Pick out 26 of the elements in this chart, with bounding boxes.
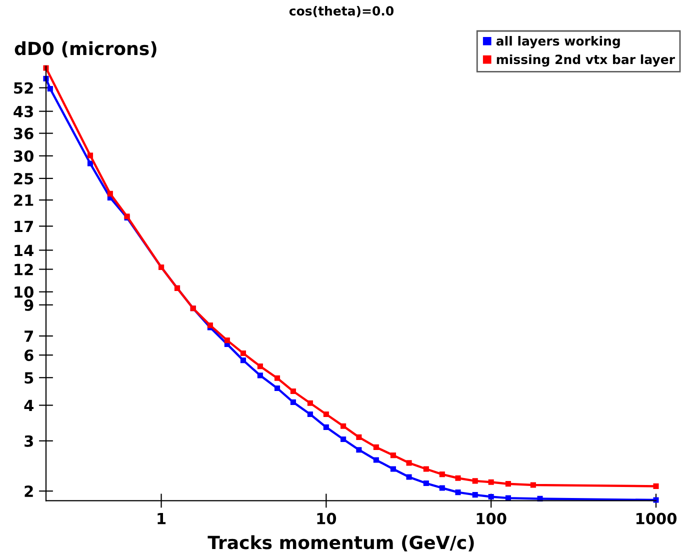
y-tick-label: 5	[24, 372, 34, 384]
x-tick-label: 1000	[636, 512, 677, 524]
x-tick-label: 1	[158, 512, 166, 524]
y-tick-label: 14	[14, 244, 34, 256]
chart-title: cos(theta)=0.0	[289, 6, 394, 18]
y-tick-label: 7	[24, 330, 33, 342]
y-tick-label: 6	[24, 350, 34, 362]
y-tick-label: 12	[14, 264, 33, 276]
x-tick-label: 100	[476, 512, 506, 524]
y-tick-label: 21	[14, 194, 34, 206]
y-tick-label: 2	[24, 486, 33, 497]
y-axis-title: dD0 (microns)	[14, 41, 156, 58]
y-tick-label: 10	[14, 286, 34, 298]
y-tick-label: 52	[14, 82, 33, 94]
y-tick-label: 3	[24, 435, 33, 447]
y-tick-label: 17	[14, 220, 33, 232]
x-axis-title: Tracks momentum (GeV/c)	[208, 535, 474, 552]
x-tick-label: 10	[317, 512, 336, 524]
y-tick-label: 4	[24, 400, 34, 412]
y-tick-label: 30	[14, 150, 34, 162]
y-tick-label: 25	[14, 172, 34, 184]
y-tick-label: 36	[14, 128, 34, 140]
y-tick-label: 43	[14, 106, 33, 118]
y-tick-label: 9	[24, 299, 34, 311]
legend-label: missing 2nd vtx bar layer	[496, 54, 675, 67]
legend-label: all layers working	[496, 36, 620, 48]
